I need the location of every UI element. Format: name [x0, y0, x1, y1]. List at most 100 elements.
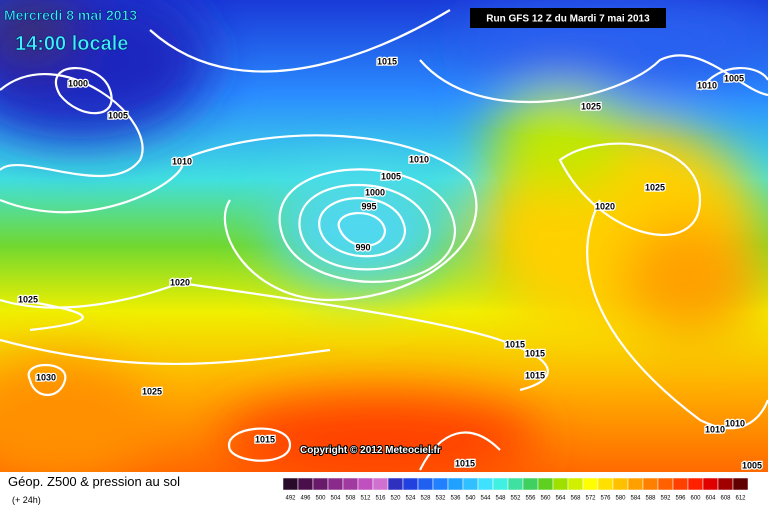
scale-cell	[597, 477, 614, 491]
isobar-label: 1030	[36, 372, 56, 382]
scale-cell	[672, 477, 689, 491]
scale-cell	[297, 477, 314, 491]
isobar-label: 1010	[705, 424, 725, 434]
scale-cell	[537, 477, 554, 491]
isobar-label: 1020	[170, 277, 190, 287]
scale-label: 580	[615, 496, 626, 502]
isobar-label: 1010	[172, 156, 192, 166]
scale-cell	[717, 477, 734, 491]
scale-cell	[507, 477, 524, 491]
scale-cell	[282, 477, 299, 491]
scale-cell	[492, 477, 509, 491]
scale-label: 548	[495, 496, 506, 502]
isobar-label: 1000	[365, 187, 385, 197]
isobar-label: 1020	[595, 201, 615, 211]
isobar-label: 1015	[505, 339, 525, 349]
run-label: Run GFS 12 Z du Mardi 7 mai 2013	[486, 14, 650, 25]
scale-label: 528	[420, 496, 431, 502]
scale-label: 524	[405, 496, 416, 502]
isobar-labels: 1000 1005 1015 1005 1010 1025 1010 1010 …	[17, 55, 764, 472]
scale-label: 584	[630, 496, 641, 502]
scale-label: 564	[555, 496, 566, 502]
isobar-label: 1005	[381, 171, 401, 181]
isobar-label: 1010	[409, 154, 429, 164]
scale-cell	[627, 477, 644, 491]
isobar-label: 1005	[724, 73, 744, 83]
scale-cell	[582, 477, 599, 491]
scale-label: 596	[675, 496, 686, 502]
scale-label: 560	[540, 496, 551, 502]
scale-cell	[387, 477, 404, 491]
scale-cell	[417, 477, 434, 491]
scale-cell	[342, 477, 359, 491]
scale-cell	[372, 477, 389, 491]
isobar-label: 1015	[255, 434, 275, 444]
scale-cell	[402, 477, 419, 491]
scale-label: 532	[435, 496, 446, 502]
date-label: Mercredi 8 mai 2013	[4, 7, 137, 23]
footer-subtitle: (+ 24h)	[12, 495, 41, 505]
scale-cell	[687, 477, 704, 491]
scale-cell	[612, 477, 629, 491]
isobar-label: 1015	[525, 348, 545, 358]
isobar-label: 1005	[108, 110, 128, 120]
isobars	[0, 9, 768, 471]
scale-cell	[522, 477, 539, 491]
scale-cell	[552, 477, 569, 491]
scale-cell	[357, 477, 374, 491]
isobar-label: 1005	[742, 460, 762, 470]
scale-label: 604	[705, 496, 716, 502]
scale-cell	[732, 477, 749, 491]
scale-label: 592	[660, 496, 671, 502]
copyright: Copyright © 2012 Meteociel.fr	[300, 445, 441, 456]
time-label: 14:00 locale	[15, 33, 128, 55]
scale-label: 576	[600, 496, 611, 502]
scale-label: 520	[390, 496, 401, 502]
height-field	[0, 0, 768, 485]
isobar-label: 1015	[455, 458, 475, 468]
isobar-label: 995	[361, 201, 376, 211]
scale-cell	[567, 477, 584, 491]
isobar-label: 1025	[581, 101, 601, 111]
scale-label: 544	[480, 496, 491, 502]
scale-cell	[432, 477, 449, 491]
isobar-label: 1010	[697, 80, 717, 90]
color-scale: 492 496 500 504 508 512 516 520 524 528 532 536 540 5…	[282, 477, 749, 502]
scale-cell	[327, 477, 344, 491]
scale-label: 492	[285, 496, 296, 502]
scale-label: 504	[330, 496, 341, 502]
scale-cell	[702, 477, 719, 491]
scale-cell	[447, 477, 464, 491]
isobar-label: 1000	[68, 78, 88, 88]
scale-label: 552	[510, 496, 521, 502]
footer-title: Géop. Z500 & pression au sol	[8, 474, 180, 489]
scale-label: 556	[525, 496, 536, 502]
isobar-label: 1025	[645, 182, 665, 192]
scale-label: 568	[570, 496, 581, 502]
scale-label: 540	[465, 496, 476, 502]
scale-cell	[477, 477, 494, 491]
isobar-label: 990	[355, 242, 370, 252]
isobar-label: 1015	[525, 370, 545, 380]
scale-label: 536	[450, 496, 461, 502]
run-box	[470, 8, 666, 28]
isobar-label: 1015	[377, 56, 397, 66]
scale-label: 516	[375, 496, 386, 502]
scale-label: 608	[720, 496, 731, 502]
scale-label: 600	[690, 496, 701, 502]
scale-cell	[312, 477, 329, 491]
scale-cell	[642, 477, 659, 491]
isobar-label: 1025	[142, 386, 162, 396]
scale-label: 508	[345, 496, 356, 502]
scale-label: 612	[735, 496, 746, 502]
scale-label: 588	[645, 496, 656, 502]
scale-label: 500	[315, 496, 326, 502]
scale-label: 572	[585, 496, 596, 502]
isobar-label: 1010	[725, 418, 745, 428]
scale-cell	[462, 477, 479, 491]
scale-label: 512	[360, 496, 371, 502]
isobar-label: 1025	[18, 294, 38, 304]
scale-label: 496	[300, 496, 311, 502]
